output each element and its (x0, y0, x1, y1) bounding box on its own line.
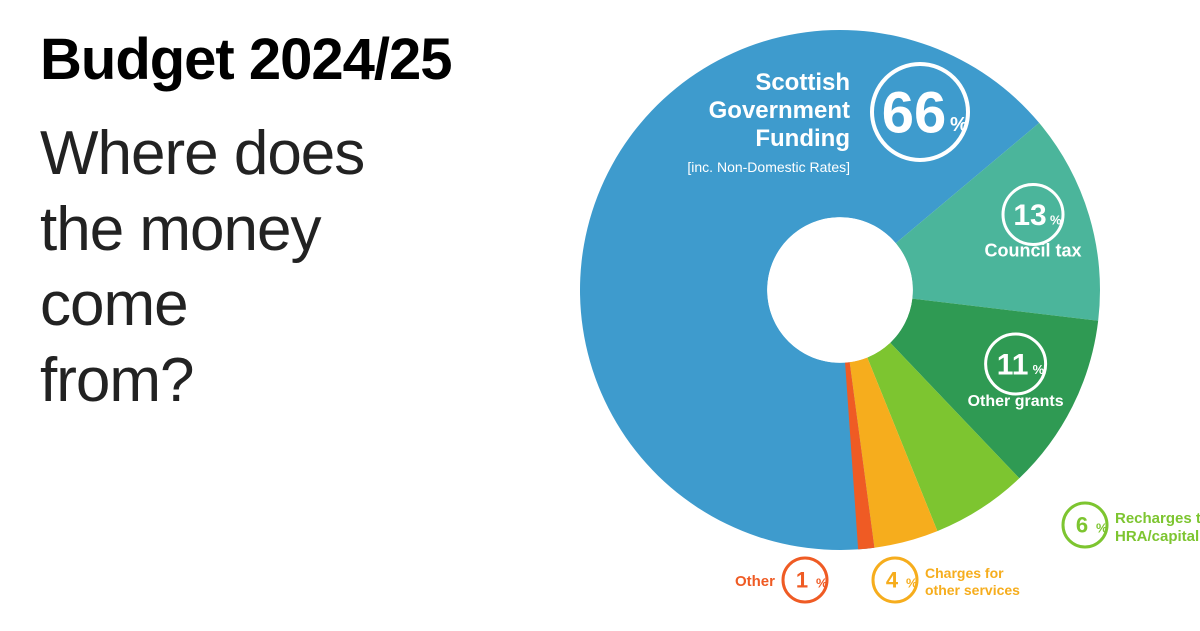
svg-text:Other: Other (735, 573, 775, 590)
svg-text:Funding: Funding (755, 125, 850, 152)
svg-text:%: % (950, 114, 968, 136)
svg-text:Recharges to: Recharges to (1115, 510, 1200, 527)
subtitle-line: from? (40, 346, 193, 415)
svg-text:[inc. Non-Domestic Rates]: [inc. Non-Domestic Rates] (687, 159, 850, 175)
page-subtitle: Where does the money come from? (40, 116, 540, 419)
page-title: Budget 2024/25 (40, 30, 540, 91)
svg-text:13: 13 (1013, 199, 1046, 232)
svg-text:other services: other services (925, 582, 1020, 598)
svg-text:4: 4 (886, 568, 899, 593)
subtitle-line: come (40, 270, 188, 339)
svg-text:11: 11 (997, 348, 1029, 381)
left-text-block: Budget 2024/25 Where does the money come… (40, 30, 540, 418)
svg-text:Scottish: Scottish (755, 69, 850, 96)
svg-text:1: 1 (796, 568, 808, 593)
svg-text:Council tax: Council tax (984, 240, 1081, 260)
svg-text:Government: Government (709, 97, 850, 124)
svg-text:Other grants: Other grants (968, 393, 1064, 410)
svg-text:%: % (816, 575, 828, 590)
svg-text:6: 6 (1076, 513, 1088, 538)
svg-text:Charges for: Charges for (925, 565, 1004, 581)
svg-text:%: % (1096, 520, 1108, 535)
donut-chart: ScottishGovernmentFunding [inc. Non-Domes… (540, 0, 1200, 631)
svg-text:66: 66 (882, 80, 947, 145)
subtitle-line: Where does (40, 119, 364, 188)
page: Budget 2024/25 Where does the money come… (0, 0, 1200, 631)
svg-text:%: % (1050, 212, 1062, 227)
subtitle-line: the money (40, 195, 321, 264)
svg-text:%: % (1033, 362, 1045, 377)
svg-text:HRA/capital: HRA/capital (1115, 528, 1199, 545)
svg-text:%: % (906, 575, 918, 590)
